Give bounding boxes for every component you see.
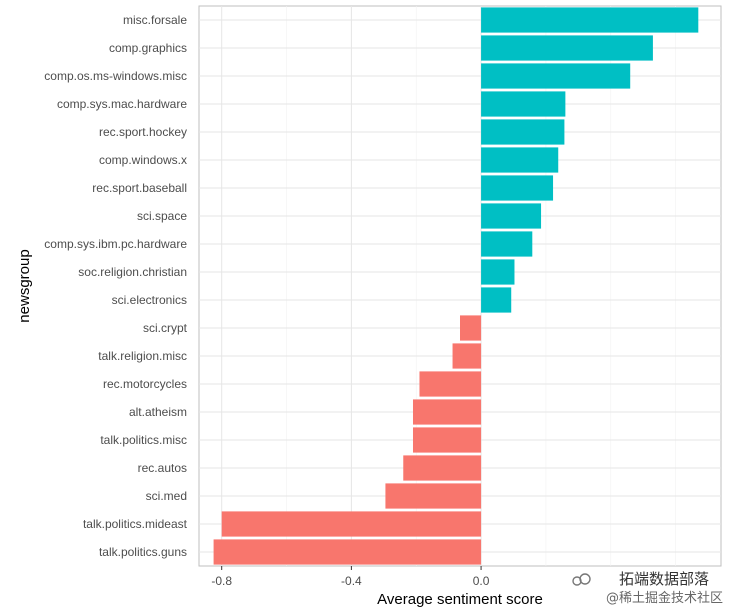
y-tick-label: sci.electronics	[112, 293, 187, 307]
bar	[481, 147, 559, 173]
bar	[481, 203, 542, 229]
y-axis-title: newsgroup	[16, 249, 33, 322]
x-axis-title: Average sentiment score	[377, 591, 543, 608]
bar	[481, 63, 631, 89]
y-tick-label: sci.med	[146, 489, 187, 503]
bar	[460, 315, 482, 341]
bar	[481, 91, 566, 117]
y-tick-label: soc.religion.christian	[78, 265, 187, 279]
y-tick-label: comp.sys.ibm.pc.hardware	[44, 237, 187, 251]
bar	[481, 119, 565, 145]
bar	[412, 399, 482, 425]
bar	[419, 371, 482, 397]
bar	[221, 511, 482, 537]
y-tick-label: rec.autos	[138, 461, 187, 475]
bar	[481, 287, 512, 313]
bars	[213, 7, 699, 565]
bar	[481, 35, 653, 61]
bar	[403, 455, 482, 481]
y-tick-label: talk.politics.mideast	[83, 517, 188, 531]
y-tick-label: rec.motorcycles	[103, 377, 187, 391]
bar	[213, 539, 482, 565]
y-tick-label: talk.religion.misc	[98, 349, 187, 363]
watermark-main-text: 拓端数据部落	[618, 570, 709, 588]
bar	[412, 427, 482, 453]
y-tick-label: sci.crypt	[143, 321, 188, 335]
y-tick-label: talk.politics.guns	[99, 545, 187, 559]
x-tick-label: 0.0	[473, 574, 490, 588]
bar	[481, 175, 554, 201]
x-tick-label: -0.4	[341, 574, 362, 588]
y-tick-label: comp.sys.mac.hardware	[57, 97, 187, 111]
bar	[481, 259, 515, 285]
watermark-sub-text: @稀土掘金技术社区	[605, 591, 723, 606]
y-tick-label: comp.os.ms-windows.misc	[44, 69, 187, 83]
y-tick-labels: misc.forsale comp.graphics comp.os.ms-wind…	[44, 13, 187, 559]
y-tick-label: misc.forsale	[123, 13, 187, 27]
y-tick-label: rec.sport.hockey	[99, 125, 187, 139]
x-ticks: -0.8 -0.4 0.0	[211, 566, 490, 588]
y-tick-label: talk.politics.misc	[100, 433, 187, 447]
y-tick-label: comp.windows.x	[99, 153, 187, 167]
y-tick-label: rec.sport.baseball	[92, 181, 187, 195]
watermark-logo-icon	[572, 573, 591, 586]
bar	[481, 7, 699, 33]
y-tick-label: comp.graphics	[109, 41, 187, 55]
bar	[385, 483, 482, 509]
bar	[452, 343, 482, 369]
y-tick-label: alt.atheism	[129, 405, 187, 419]
bar	[481, 231, 533, 257]
plot-panel	[198, 5, 722, 567]
x-tick-label: -0.8	[211, 574, 232, 588]
y-tick-label: sci.space	[137, 209, 187, 223]
